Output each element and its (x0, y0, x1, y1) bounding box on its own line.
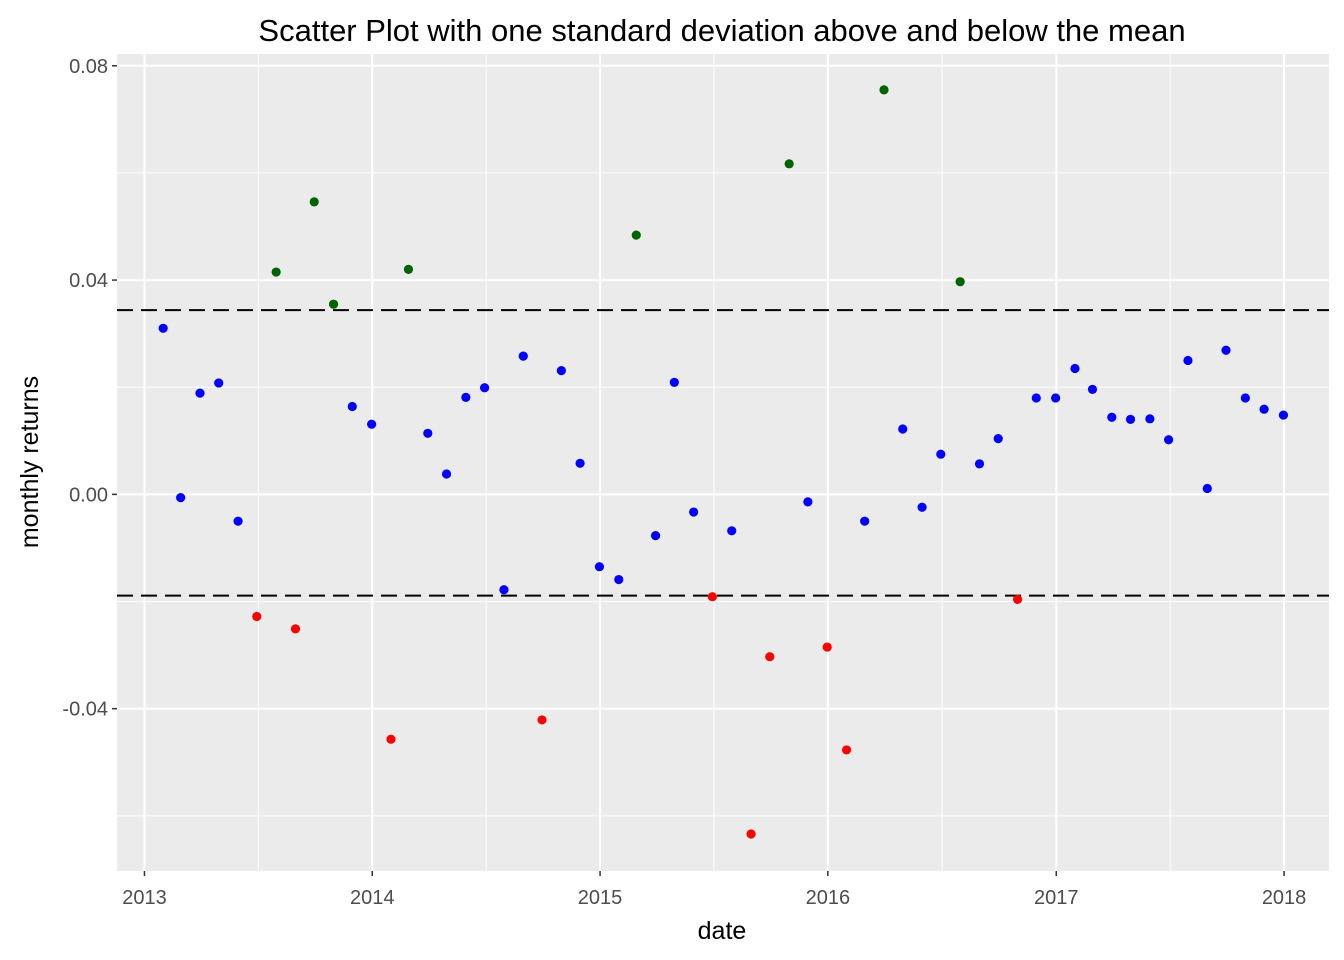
data-point-within-one-sd (423, 428, 433, 438)
data-points (158, 85, 1289, 839)
data-point-below-one-sd (386, 734, 396, 744)
x-tick-label: 2016 (806, 887, 851, 909)
y-axis: -0.04 0.00 0.04 0.08 (62, 56, 117, 721)
data-point-within-one-sd (441, 469, 452, 479)
data-point-within-one-sd (727, 526, 737, 536)
data-point-above-one-sd (271, 267, 281, 277)
data-point-within-one-sd (917, 502, 927, 512)
data-point-within-one-sd (1278, 410, 1289, 420)
data-point-within-one-sd (1221, 345, 1231, 355)
data-point-within-one-sd (1259, 404, 1269, 414)
x-axis-title: date (698, 917, 747, 945)
data-point-within-one-sd (1125, 414, 1136, 424)
y-tick-label: 0.08 (69, 56, 108, 78)
x-tick-label: 2013 (122, 887, 167, 909)
data-point-within-one-sd (1164, 435, 1174, 445)
data-point-below-one-sd (746, 829, 756, 839)
y-tick-label: -0.04 (62, 699, 108, 721)
data-point-within-one-sd (367, 419, 377, 429)
data-point-within-one-sd (1087, 384, 1098, 394)
data-point-within-one-sd (499, 585, 509, 595)
data-point-below-one-sd (1012, 594, 1023, 604)
data-point-within-one-sd (803, 497, 813, 507)
x-axis: 2013 2014 2015 2016 2017 2018 (122, 871, 1306, 909)
data-point-below-one-sd (290, 624, 301, 634)
x-tick-label: 2015 (578, 887, 623, 909)
data-point-within-one-sd (936, 449, 946, 459)
data-point-within-one-sd (1051, 393, 1061, 403)
plot-panel (117, 54, 1329, 871)
major-gridlines (117, 54, 1329, 871)
data-point-within-one-sd (575, 458, 585, 468)
std-dev-lines (117, 309, 1329, 597)
data-point-above-one-sd (309, 197, 319, 207)
panel-background (117, 54, 1329, 871)
y-axis-title: monthly returns (16, 376, 44, 548)
data-point-below-one-sd (707, 592, 717, 602)
data-point-below-one-sd (822, 642, 832, 652)
data-point-within-one-sd (461, 392, 471, 403)
minor-gridlines (117, 54, 1329, 871)
data-point-within-one-sd (347, 401, 357, 412)
data-point-above-one-sd (784, 159, 794, 169)
data-point-within-one-sd (195, 388, 205, 398)
data-point-within-one-sd (594, 562, 605, 572)
y-tick-label: 0.04 (69, 270, 108, 292)
data-point-within-one-sd (1145, 414, 1155, 424)
chart-title: Scatter Plot with one standard deviation… (258, 13, 1185, 48)
data-point-within-one-sd (1240, 393, 1250, 403)
data-point-below-one-sd (537, 715, 547, 725)
y-tick-label: 0.00 (69, 484, 108, 506)
data-point-above-one-sd (631, 230, 641, 240)
data-point-within-one-sd (1107, 412, 1117, 422)
data-point-above-one-sd (955, 277, 965, 287)
x-tick-label: 2014 (350, 887, 395, 909)
data-point-within-one-sd (898, 424, 908, 434)
data-point-within-one-sd (1183, 355, 1193, 366)
data-point-above-one-sd (403, 264, 414, 274)
data-point-within-one-sd (1031, 393, 1041, 403)
data-point-within-one-sd (233, 516, 243, 526)
data-point-within-one-sd (556, 366, 566, 376)
data-point-within-one-sd (614, 574, 624, 585)
x-tick-label: 2018 (1262, 887, 1307, 909)
data-point-within-one-sd (669, 377, 679, 388)
data-point-within-one-sd (214, 378, 224, 388)
data-point-within-one-sd (650, 531, 661, 541)
data-point-within-one-sd (974, 459, 985, 469)
data-point-within-one-sd (518, 351, 528, 361)
data-point-within-one-sd (1070, 363, 1080, 374)
data-point-within-one-sd (993, 434, 1003, 444)
data-point-below-one-sd (765, 652, 775, 662)
data-point-within-one-sd (689, 507, 699, 517)
data-point-above-one-sd (879, 85, 889, 95)
data-point-within-one-sd (176, 492, 186, 503)
data-point-below-one-sd (841, 745, 852, 755)
x-tick-label: 2017 (1034, 887, 1079, 909)
data-point-above-one-sd (328, 299, 339, 309)
data-point-below-one-sd (252, 611, 262, 622)
data-point-within-one-sd (158, 323, 168, 333)
data-point-within-one-sd (860, 516, 870, 526)
data-point-within-one-sd (479, 383, 490, 393)
data-point-within-one-sd (1202, 483, 1212, 494)
